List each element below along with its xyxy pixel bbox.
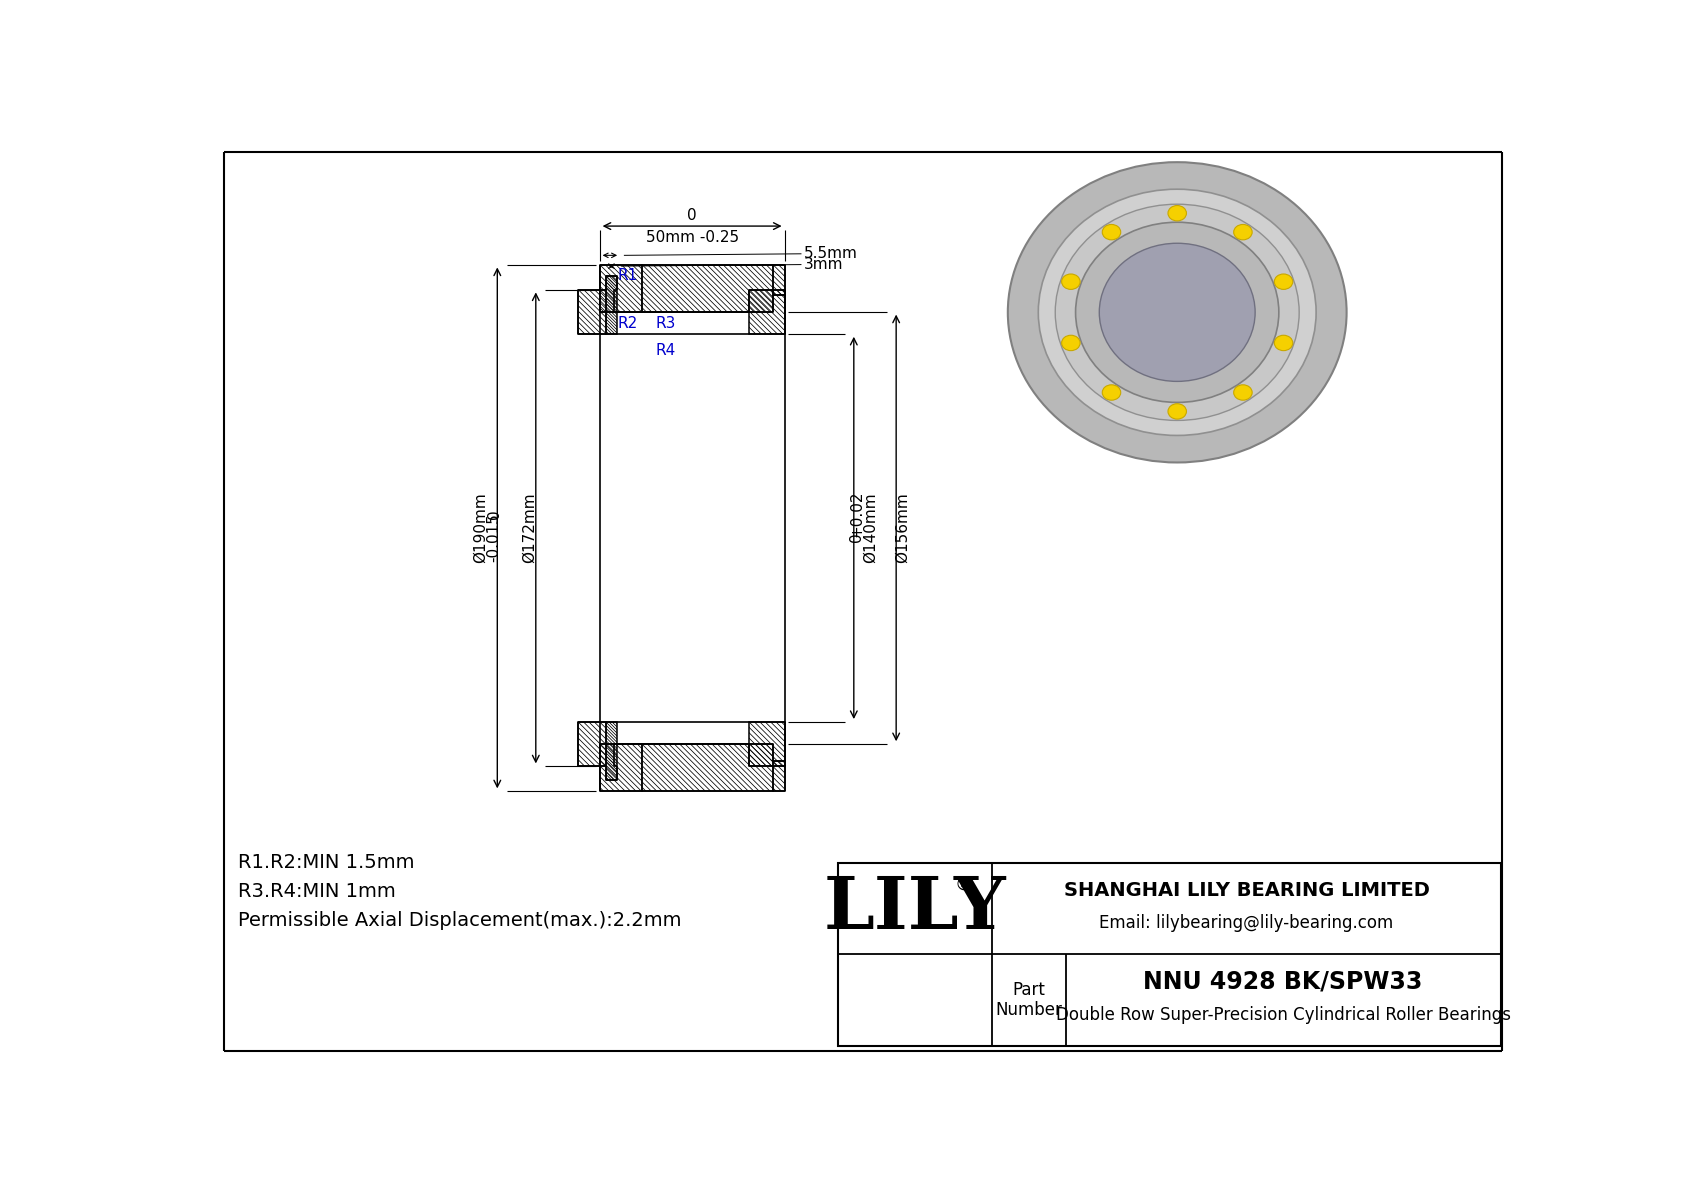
Text: 5.5mm: 5.5mm bbox=[803, 247, 857, 261]
Bar bbox=[642, 744, 773, 791]
Ellipse shape bbox=[1103, 224, 1122, 239]
Text: ®: ® bbox=[955, 877, 972, 894]
Bar bbox=[606, 722, 616, 780]
Bar bbox=[642, 744, 773, 791]
Text: NNU 4928 BK/SPW33: NNU 4928 BK/SPW33 bbox=[1143, 969, 1423, 993]
Bar bbox=[749, 289, 785, 333]
Bar bbox=[578, 722, 606, 766]
Bar bbox=[642, 744, 773, 791]
Text: +0.02: +0.02 bbox=[849, 491, 864, 537]
Ellipse shape bbox=[1100, 243, 1255, 381]
Bar bbox=[606, 275, 616, 333]
Ellipse shape bbox=[1169, 404, 1187, 419]
Bar bbox=[600, 744, 642, 791]
Bar bbox=[600, 264, 642, 312]
Bar bbox=[600, 744, 642, 791]
Ellipse shape bbox=[1039, 189, 1317, 436]
Bar bbox=[578, 722, 606, 766]
Bar bbox=[773, 761, 785, 791]
Text: Permissible Axial Displacement(max.):2.2mm: Permissible Axial Displacement(max.):2.2… bbox=[237, 911, 682, 930]
Bar bbox=[600, 264, 642, 312]
Text: R3.R4:MIN 1mm: R3.R4:MIN 1mm bbox=[237, 883, 396, 902]
Text: LILY: LILY bbox=[823, 873, 1007, 943]
Text: Email: lilybearing@lily-bearing.com: Email: lilybearing@lily-bearing.com bbox=[1100, 913, 1394, 931]
Bar bbox=[600, 744, 642, 791]
Bar bbox=[773, 264, 785, 294]
Text: R1.R2:MIN 1.5mm: R1.R2:MIN 1.5mm bbox=[237, 853, 414, 872]
Text: Ø156mm: Ø156mm bbox=[894, 493, 909, 563]
Bar bbox=[749, 722, 785, 766]
Bar bbox=[749, 722, 785, 766]
Text: 0: 0 bbox=[687, 208, 697, 223]
Bar bbox=[606, 722, 616, 780]
Text: Ø190mm: Ø190mm bbox=[473, 493, 488, 563]
Bar bbox=[839, 862, 1500, 1046]
Text: 0: 0 bbox=[849, 532, 864, 542]
Bar bbox=[642, 264, 773, 312]
Bar bbox=[606, 275, 616, 333]
Ellipse shape bbox=[1234, 224, 1253, 239]
Text: 50mm -0.25: 50mm -0.25 bbox=[645, 230, 739, 245]
Text: R2: R2 bbox=[618, 316, 638, 331]
Bar bbox=[773, 264, 785, 294]
Text: -0.015: -0.015 bbox=[487, 512, 502, 562]
Text: SHANGHAI LILY BEARING LIMITED: SHANGHAI LILY BEARING LIMITED bbox=[1064, 881, 1430, 900]
Text: Double Row Super-Precision Cylindrical Roller Bearings: Double Row Super-Precision Cylindrical R… bbox=[1056, 1006, 1511, 1024]
Bar bbox=[749, 289, 785, 333]
Ellipse shape bbox=[1103, 385, 1122, 400]
Text: Part
Number: Part Number bbox=[995, 980, 1063, 1019]
Ellipse shape bbox=[1275, 274, 1293, 289]
Bar bbox=[642, 264, 773, 312]
Bar bbox=[773, 761, 785, 791]
Bar bbox=[578, 289, 606, 333]
Text: Ø172mm: Ø172mm bbox=[522, 493, 537, 563]
Ellipse shape bbox=[1007, 162, 1347, 462]
Bar bbox=[773, 264, 785, 294]
Bar bbox=[642, 264, 773, 312]
Ellipse shape bbox=[1061, 335, 1079, 350]
Ellipse shape bbox=[1234, 385, 1253, 400]
Ellipse shape bbox=[1061, 274, 1079, 289]
Bar bbox=[606, 722, 616, 780]
Bar bbox=[606, 275, 616, 333]
Text: R3: R3 bbox=[657, 316, 677, 331]
Ellipse shape bbox=[1275, 335, 1293, 350]
Text: 0: 0 bbox=[487, 510, 502, 519]
Ellipse shape bbox=[1169, 206, 1187, 220]
Bar bbox=[578, 722, 606, 766]
Text: 3mm: 3mm bbox=[803, 257, 844, 272]
Text: Ø140mm: Ø140mm bbox=[864, 493, 879, 563]
Bar bbox=[749, 722, 785, 766]
Bar bbox=[773, 761, 785, 791]
Bar bbox=[578, 289, 606, 333]
Bar bbox=[600, 264, 642, 312]
Ellipse shape bbox=[1056, 204, 1298, 420]
Ellipse shape bbox=[1076, 223, 1278, 403]
Bar bbox=[578, 289, 606, 333]
Text: R4: R4 bbox=[657, 343, 677, 357]
Bar bbox=[749, 289, 785, 333]
Text: R1: R1 bbox=[618, 268, 638, 283]
